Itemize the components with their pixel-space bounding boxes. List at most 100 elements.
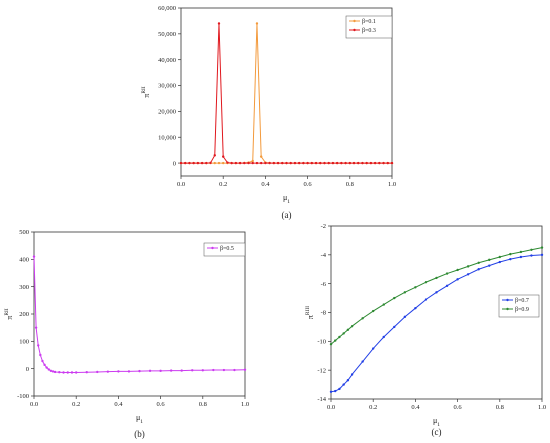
- data-point: [373, 161, 377, 165]
- y-tick-label: 300: [19, 284, 29, 291]
- data-point: [180, 369, 183, 372]
- data-point: [445, 272, 449, 275]
- data-point: [255, 161, 259, 165]
- data-point: [350, 373, 354, 376]
- data-point: [188, 161, 191, 165]
- x-axis-label: μ1: [136, 413, 143, 425]
- data-point: [302, 161, 305, 165]
- chart-panel-0: 0.0 0.2 0.4 0.6 0.8 1.0 0 10,000 20,000 30,000 40,…: [141, 5, 396, 220]
- legend-marker: [353, 28, 356, 32]
- legend-label: β=0.7: [515, 298, 529, 304]
- data-point: [477, 268, 480, 271]
- data-point: [342, 332, 345, 335]
- data-point: [234, 161, 238, 165]
- data-point: [138, 369, 141, 373]
- data-point: [519, 250, 523, 254]
- data-point: [272, 161, 276, 165]
- x-axis-label: μ1: [283, 193, 290, 205]
- data-point: [334, 339, 337, 342]
- data-point: [62, 371, 65, 374]
- data-point: [414, 306, 417, 310]
- data-point: [477, 261, 480, 264]
- y-axis-label: πRIII: [305, 306, 315, 319]
- data-point: [329, 390, 333, 393]
- data-point: [238, 161, 242, 165]
- data-point: [222, 368, 226, 372]
- x-tick-label: 0.0: [30, 401, 38, 408]
- x-tick-label: 0.0: [177, 181, 185, 188]
- legend-marker: [211, 246, 214, 250]
- y-tick-label: 400: [19, 257, 29, 264]
- data-point: [37, 344, 40, 347]
- data-point: [378, 161, 381, 165]
- data-point: [424, 281, 428, 284]
- data-point: [540, 246, 544, 249]
- panel-label: (a): [282, 210, 292, 220]
- data-point: [34, 326, 38, 329]
- data-point: [251, 159, 254, 163]
- data-point: [297, 161, 301, 165]
- data-point: [329, 343, 333, 346]
- data-point: [53, 370, 57, 374]
- y-tick-label: -8: [321, 310, 326, 317]
- y-tick-label: -2: [321, 223, 326, 230]
- data-point: [230, 161, 233, 165]
- x-tick-label: 0.4: [114, 401, 123, 408]
- legend-marker: [353, 19, 356, 23]
- data-point: [285, 161, 288, 165]
- data-point: [488, 264, 491, 267]
- data-point: [369, 161, 373, 165]
- data-point: [222, 161, 225, 165]
- legend-label: β=0.3: [362, 28, 376, 34]
- data-point: [276, 161, 280, 165]
- data-point: [519, 255, 523, 259]
- data-point: [350, 324, 354, 328]
- data-point: [342, 383, 345, 386]
- x-tick-label: 0.6: [304, 181, 313, 188]
- y-tick-label: 40,000: [158, 57, 176, 64]
- data-point: [169, 369, 173, 372]
- data-point: [213, 154, 216, 157]
- data-point: [51, 370, 55, 373]
- y-tick-label: 60,000: [158, 5, 176, 12]
- data-point: [498, 260, 501, 264]
- x-tick-label: 1.0: [538, 404, 546, 411]
- y-tick-label: 100: [19, 339, 29, 346]
- data-point: [209, 161, 212, 165]
- panel-label: (b): [134, 429, 145, 439]
- data-point: [58, 371, 61, 374]
- x-tick-label: 1.0: [241, 401, 249, 408]
- legend-label: β=0.1: [362, 19, 376, 25]
- data-point: [200, 161, 204, 165]
- data-point: [361, 161, 364, 165]
- data-point: [201, 369, 204, 372]
- y-axis-label: πRII: [141, 86, 151, 98]
- data-point: [41, 359, 44, 363]
- x-tick-label: 0.4: [261, 181, 270, 188]
- data-point: [466, 273, 470, 276]
- data-point: [184, 161, 187, 165]
- data-point: [243, 161, 246, 165]
- y-tick-label: -4: [321, 252, 327, 259]
- data-point: [372, 309, 375, 313]
- data-point: [191, 369, 194, 372]
- x-tick-label: 0.4: [411, 404, 420, 411]
- data-point: [85, 371, 88, 374]
- y-tick-label: 0: [173, 160, 176, 167]
- y-tick-label: 500: [19, 229, 29, 236]
- legend: β=0.5: [203, 242, 246, 257]
- data-point: [70, 371, 74, 374]
- data-point: [424, 298, 428, 301]
- data-point: [259, 161, 263, 165]
- x-tick-label: 0.6: [454, 404, 463, 411]
- data-point: [49, 369, 53, 373]
- data-point: [293, 161, 297, 165]
- y-tick-label: -12: [317, 367, 326, 374]
- data-point: [346, 379, 350, 382]
- data-point: [289, 161, 292, 165]
- data-point: [530, 254, 533, 257]
- y-tick-label: 20,000: [158, 109, 176, 116]
- data-point: [361, 360, 364, 363]
- data-point: [196, 161, 200, 165]
- data-point: [66, 371, 69, 374]
